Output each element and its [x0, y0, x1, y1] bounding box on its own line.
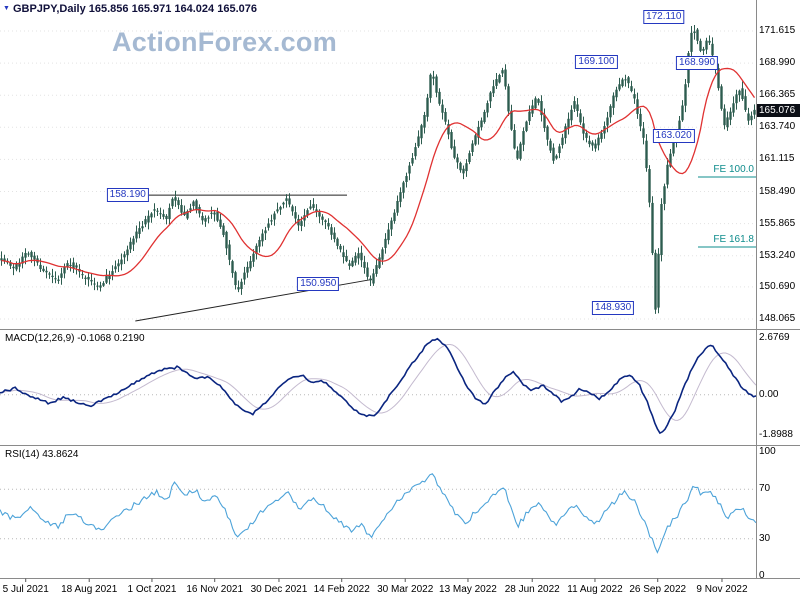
chart-title: ▼ GBPJPY,Daily 165.856 165.971 164.024 16… [3, 3, 257, 15]
rsi-indicator-label: RSI(14) 43.8624 [5, 449, 79, 460]
ohlc-values: 165.856 165.971 164.024 165.076 [88, 3, 257, 15]
macd-indicator-label: MACD(12,26,9) -0.1068 0.2190 [5, 333, 145, 344]
watermark: ActionForex.com [112, 27, 338, 57]
symbol-timeframe: GBPJPY,Daily [12, 3, 86, 15]
symbol-dropdown-triangle-icon[interactable]: ▼ [3, 5, 10, 12]
